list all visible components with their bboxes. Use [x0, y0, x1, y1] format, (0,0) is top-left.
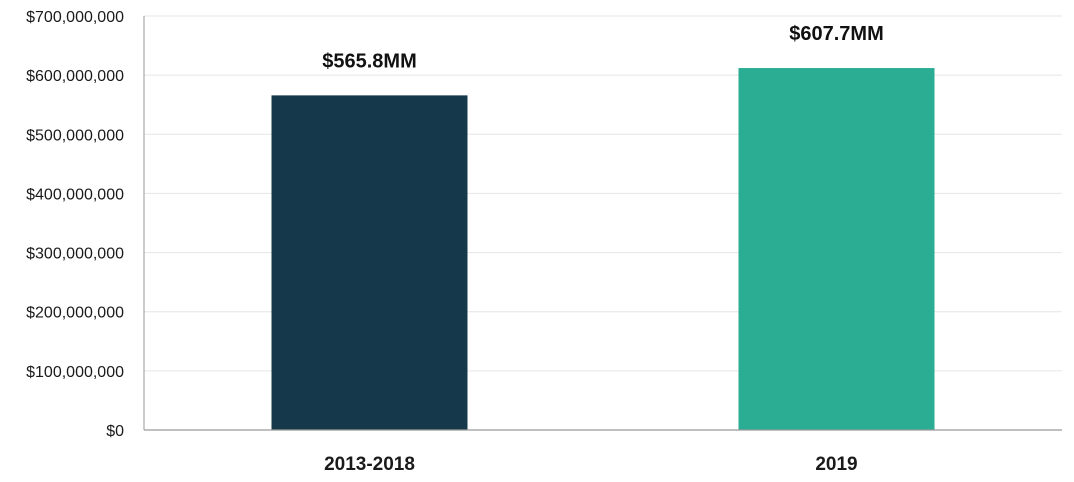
data-label: $565.8MM: [322, 50, 417, 72]
y-tick-label: $200,000,000: [26, 305, 124, 322]
y-tick-label: $700,000,000: [26, 9, 124, 26]
x-axis-ticks: 2013-2018 2019: [324, 454, 858, 475]
y-tick-label: $600,000,000: [26, 68, 124, 85]
axes: [143, 16, 1062, 431]
bar-2013-2018: [271, 95, 468, 430]
x-tick-label: 2019: [815, 454, 857, 475]
y-tick-label: $400,000,000: [26, 186, 124, 203]
y-tick-label: $500,000,000: [26, 127, 124, 144]
y-tick-label: $0: [106, 423, 124, 440]
data-labels: $565.8MM $607.7MM: [322, 23, 884, 72]
bars: [271, 68, 935, 430]
y-tick-label: $300,000,000: [26, 246, 124, 263]
data-label: $607.7MM: [789, 23, 884, 45]
bar-2019: [738, 68, 935, 430]
x-tick-label: 2013-2018: [324, 454, 415, 475]
y-tick-label: $100,000,000: [26, 364, 124, 381]
y-axis-ticks: $0 $100,000,000 $200,000,000 $300,000,000 $4…: [26, 9, 124, 440]
